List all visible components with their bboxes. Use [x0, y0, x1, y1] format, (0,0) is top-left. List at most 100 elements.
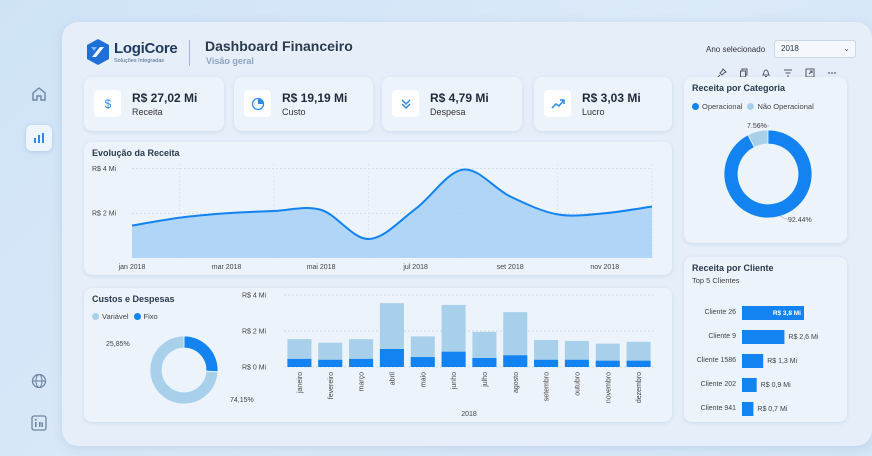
x-tick-label: março	[359, 372, 366, 392]
costs-expenses-card[interactable]: Custos e Despesas Variável Fixo 25,85% 74…	[84, 288, 672, 422]
card-title: Receita por Cliente	[692, 263, 774, 273]
revenue-line	[131, 168, 653, 240]
dollar-icon: $	[94, 90, 121, 117]
revenue-by-category-card[interactable]: Receita por Categoria Operacional Não Op…	[684, 77, 847, 243]
value-label: 7.56%	[747, 123, 767, 130]
filter-icon[interactable]	[781, 66, 794, 79]
chevron-down-icon: ⌄	[843, 44, 850, 53]
y-tick-label: Cliente 26	[704, 309, 736, 316]
x-tick-label: julho	[482, 372, 489, 388]
year-select-value: 2018	[781, 44, 799, 53]
y-tick-label: R$ 4 Mi	[92, 166, 117, 173]
globe-icon[interactable]	[26, 368, 52, 394]
sidebar	[0, 0, 62, 456]
x-tick-label: junho	[451, 372, 458, 390]
focus-mode-icon[interactable]	[803, 66, 816, 79]
x-tick-label: fevereiro	[328, 372, 335, 399]
x-axis-label: 2018	[461, 411, 477, 418]
kpi-label: Custo	[282, 107, 306, 117]
card-title: Custos e Despesas	[92, 294, 175, 304]
x-tick-label: mar 2018	[212, 264, 242, 271]
year-select[interactable]: 2018 ⌄	[774, 40, 856, 58]
logo: LogiCore Soluções Integradas	[86, 38, 178, 66]
bar-fixo	[472, 358, 497, 367]
x-tick-label: abril	[389, 372, 396, 386]
client-bar	[742, 306, 804, 320]
kpi-card-despesa[interactable]: R$ 4,79 Mi Despesa	[382, 77, 522, 131]
copy-icon[interactable]	[737, 66, 750, 79]
y-tick-label: R$ 4 Mi	[242, 293, 267, 300]
value-label: R$ 2,6 Mi	[788, 334, 818, 341]
value-label: 25,85%	[106, 341, 130, 348]
kpi-value: R$ 27,02 Mi	[132, 91, 198, 105]
dashboard-canvas: LogiCore Soluções Integradas Dashboard F…	[62, 22, 872, 446]
y-tick-label: Cliente 941	[701, 405, 737, 412]
revenue-area	[132, 169, 652, 258]
svg-text:$: $	[104, 97, 111, 111]
value-label: R$ 0,7 Mi	[757, 406, 787, 413]
client-bar	[742, 330, 785, 344]
costs-legend: Variável Fixo	[92, 312, 158, 321]
slice-fixo	[183, 335, 219, 373]
client-bar	[742, 354, 764, 368]
value-label: 92.44%	[788, 217, 812, 224]
pie-icon	[244, 90, 271, 117]
client-bar	[742, 402, 754, 416]
category-donut-chart: 7.56% 92.44%	[723, 123, 813, 224]
revenue-area-chart: R$ 4 Mi R$ 2 Mi jan 2018 mar 2018 mai 2018 ju…	[92, 164, 653, 271]
bar-fixo	[534, 359, 559, 367]
value-label: R$ 1,3 Mi	[767, 358, 797, 365]
y-tick-label: R$ 2 Mi	[242, 329, 267, 336]
leader-line	[779, 215, 789, 221]
slice-variavel	[149, 335, 219, 405]
kpi-label: Despesa	[430, 107, 466, 117]
costs-charts: 25,85% 74,15% R$ 4 Mi R$ 2 Mi R$ 0 Mi janeiro…	[106, 293, 654, 418]
client-bar	[742, 378, 757, 392]
kpi-value: R$ 4,79 Mi	[430, 91, 489, 105]
home-icon[interactable]	[26, 81, 52, 107]
value-label: R$ 3,8 Mi	[773, 310, 801, 317]
bar-fixo	[379, 349, 404, 367]
bar-fixo	[318, 359, 343, 367]
card-title: Receita por Categoria	[692, 83, 786, 93]
x-tick-label: jul 2018	[402, 264, 428, 271]
x-tick-label: maio	[420, 372, 427, 387]
pin-icon[interactable]	[715, 66, 728, 79]
bar-fixo	[503, 355, 528, 367]
client-bar-chart: Cliente 26 R$ 3,8 Mi Cliente 9 R$ 2,6 Mi Cli…	[697, 306, 819, 416]
revenue-evolution-card[interactable]: Evolução da Receita R$ 4 Mi R$ 2 Mi jan 20…	[84, 142, 672, 275]
legend-label-operacional: Operacional	[702, 102, 743, 111]
x-tick-label: janeiro	[297, 372, 304, 394]
legend-label-nao-operacional: Não Operacional	[757, 102, 814, 111]
category-legend: Operacional Não Operacional	[692, 102, 814, 111]
legend-label-variavel: Variável	[102, 312, 129, 321]
kpi-card-lucro[interactable]: R$ 3,03 Mi Lucro	[534, 77, 672, 131]
bell-icon[interactable]	[759, 66, 772, 79]
logo-name: LogiCore	[114, 40, 178, 57]
x-tick-label: jan 2018	[118, 264, 146, 271]
kpi-label: Receita	[132, 107, 163, 117]
slice-operacional	[723, 129, 813, 219]
chart-bar-icon[interactable]	[26, 125, 52, 151]
revenue-by-client-card[interactable]: Receita por Cliente Top 5 Clientes Clien…	[684, 257, 847, 422]
more-options-icon[interactable]	[825, 66, 838, 79]
page-subtitle: Visão geral	[206, 56, 254, 66]
legend-dot-variavel	[92, 313, 99, 320]
x-tick-label: setembro	[544, 372, 551, 401]
y-tick-label: Cliente 1586	[697, 357, 736, 364]
y-tick-label: Cliente 9	[708, 333, 736, 340]
kpi-card-custo[interactable]: R$ 19,19 Mi Custo	[234, 77, 373, 131]
logicore-logo-icon	[87, 39, 109, 65]
linkedin-icon[interactable]	[26, 410, 52, 436]
kpi-card-receita[interactable]: $ R$ 27,02 Mi Receita	[84, 77, 224, 131]
x-tick-label: agosto	[513, 372, 520, 393]
bar-fixo	[441, 351, 466, 367]
bar-fixo	[287, 358, 312, 367]
kpi-value: R$ 3,03 Mi	[582, 91, 641, 105]
card-title: Evolução da Receita	[92, 148, 180, 158]
year-label: Ano selecionado	[706, 45, 766, 54]
legend-label-fixo: Fixo	[143, 312, 158, 321]
card-subtitle: Top 5 Clientes	[692, 276, 740, 285]
y-tick-label: R$ 0 Mi	[242, 365, 267, 372]
legend-dot-fixo	[133, 313, 141, 320]
